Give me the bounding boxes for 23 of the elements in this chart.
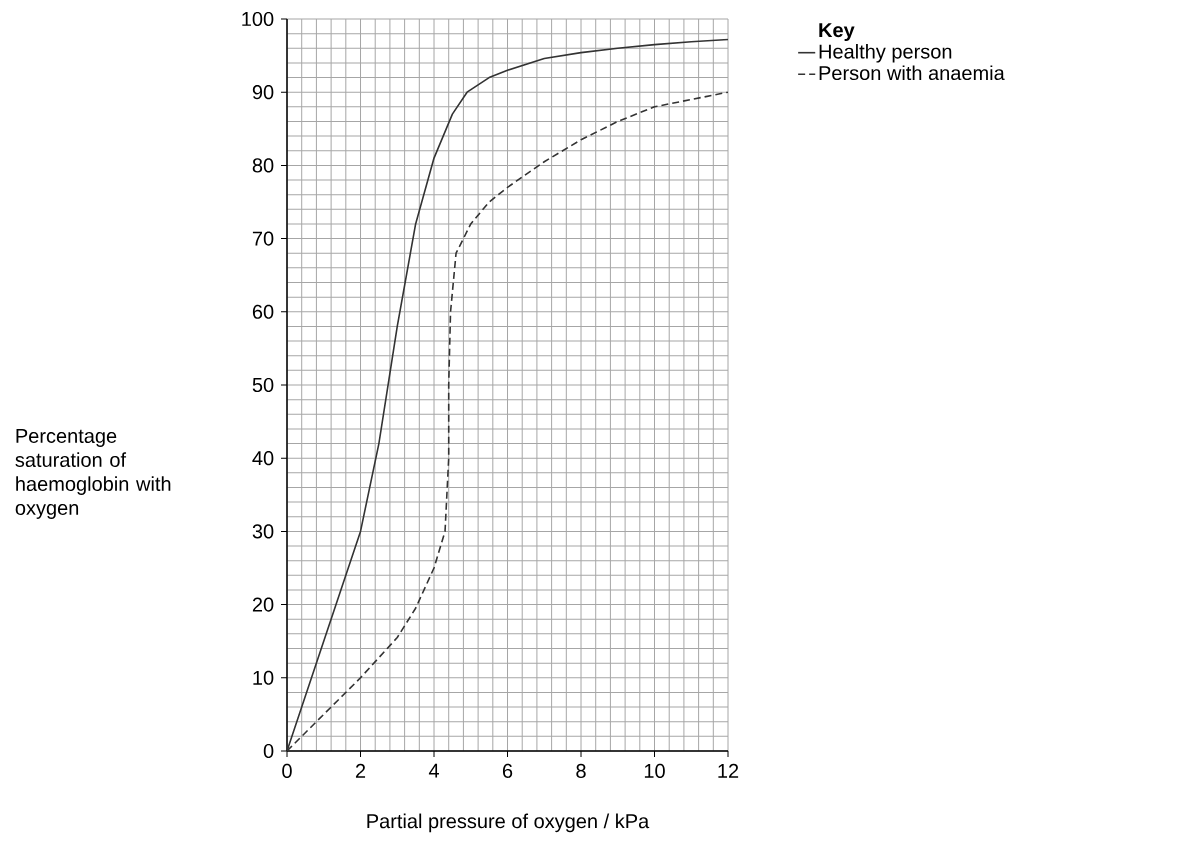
y-tick-label: 10 [253,670,274,685]
x-axis-title: Partial pressure of oxygen / kPa [367,813,650,833]
x-tick-label: 12 [718,763,739,778]
y-tick-label: 80 [252,158,274,173]
legend-label: Person with anaemia [819,65,1005,81]
legend-label: Healthy person [819,43,952,63]
y-axis-title: Percentage saturation of haemoglobin with oxygen [15,429,171,519]
y-tick-label: 70 [252,231,274,246]
legend-title: Key [819,23,855,42]
y-tick-label: 50 [252,377,274,393]
y-tick-label: 40 [252,451,274,466]
y-tick-label: 0 [263,743,274,759]
y-tick-label: 90 [252,85,274,100]
y-tick-label: 20 [252,597,274,612]
x-tick-label: 4 [428,763,439,778]
y-tick-label: 100 [242,11,274,27]
y-tick-label: 60 [252,304,274,319]
x-tick-label: 10 [644,763,665,779]
x-tick-label: 8 [576,763,586,779]
x-tick-label: 2 [355,763,366,778]
y-tick-label: 30 [252,524,274,539]
x-tick-label: 0 [282,763,292,779]
x-tick-label: 6 [502,763,513,779]
